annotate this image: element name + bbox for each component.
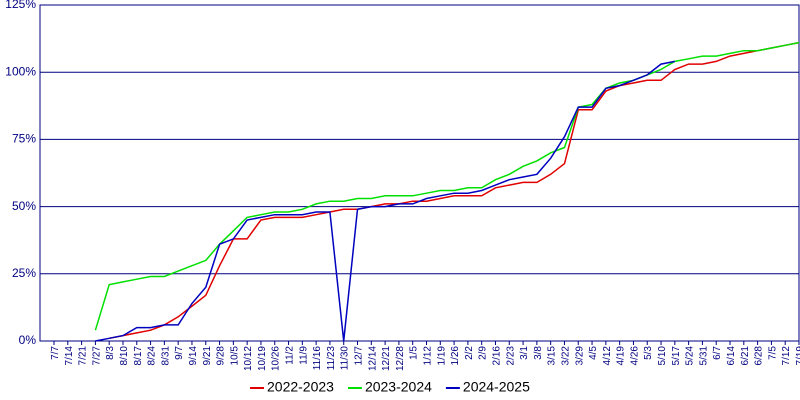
x-tick-label: 6/14	[726, 346, 737, 366]
x-tick-label: 4/5	[588, 346, 599, 360]
x-tick-label: 3/1	[519, 346, 530, 360]
x-tick-label: 1/19	[436, 346, 447, 366]
x-tick-label: 8/10	[119, 346, 130, 366]
x-tick-label: 12/21	[381, 346, 392, 371]
x-tick-label: 8/17	[133, 346, 144, 366]
plot-frame	[39, 4, 800, 342]
x-tick-label: 5/24	[685, 346, 696, 366]
x-tick-label: 3/22	[560, 346, 571, 366]
series-line	[109, 41, 800, 340]
x-tick-label: 6/28	[754, 346, 765, 366]
x-tick-label: 8/24	[147, 346, 158, 366]
x-tick-label: 10/12	[243, 346, 254, 371]
x-tick-label: 5/17	[671, 346, 682, 366]
x-tick-label: 1/12	[423, 346, 434, 366]
x-tick-label: 4/12	[602, 346, 613, 366]
x-tick-label: 3/29	[574, 346, 585, 366]
x-tick-label: 3/15	[547, 346, 558, 366]
x-tick-label: 10/19	[257, 346, 268, 371]
legend-label: 2023-2024	[365, 379, 432, 395]
x-tick-label: 2/23	[505, 346, 516, 366]
x-tick-label: 2/9	[478, 346, 489, 360]
y-tick-label: 50%	[12, 199, 36, 213]
x-tick-label: 5/31	[698, 346, 709, 366]
x-tick-label: 10/5	[229, 346, 240, 366]
y-tick-label: 25%	[12, 266, 36, 280]
x-tick-label: 5/3	[643, 346, 654, 360]
legend-label: 2024-2025	[463, 379, 530, 395]
x-tick-label: 7/12	[781, 346, 792, 366]
x-tick-label: 12/7	[354, 346, 365, 366]
x-tick-label: 11/2	[285, 346, 296, 365]
x-tick-label: 9/14	[188, 346, 199, 366]
x-tick-label: 7/27	[91, 346, 102, 366]
x-tick-label: 1/26	[450, 346, 461, 366]
x-tick-label: 9/21	[202, 346, 213, 366]
x-tick-label: 9/28	[216, 346, 227, 366]
x-tick-label: 8/3	[105, 346, 116, 360]
x-tick-label: 3/8	[533, 346, 544, 360]
x-tick-label: 11/9	[298, 346, 309, 365]
x-tick-label: 7/5	[767, 346, 778, 360]
y-tick-label: 125%	[5, 0, 36, 11]
x-tick-label: 12/14	[367, 346, 378, 371]
series-line	[95, 60, 675, 342]
x-tick-label: 8/31	[160, 346, 171, 366]
legend-label: 2022-2023	[267, 379, 334, 395]
x-tick-label: 4/26	[629, 346, 640, 366]
series-line	[94, 41, 800, 331]
y-tick-label: 100%	[5, 64, 36, 78]
x-tick-label: 4/19	[616, 346, 627, 366]
x-tick-label: 10/26	[271, 346, 282, 371]
x-tick-label: 11/30	[340, 346, 351, 371]
y-tick-label: 0%	[19, 333, 37, 347]
x-tick-label: 7/7	[50, 346, 61, 360]
x-tick-label: 11/23	[326, 346, 337, 371]
x-tick-label: 7/19	[795, 346, 800, 366]
x-tick-label: 6/7	[712, 346, 723, 360]
x-tick-label: 7/21	[78, 346, 89, 366]
x-tick-label: 12/28	[395, 346, 406, 371]
x-tick-label: 11/16	[312, 346, 323, 371]
x-tick-label: 5/10	[657, 346, 668, 366]
x-tick-label: 7/14	[64, 346, 75, 366]
x-tick-label: 1/5	[409, 346, 420, 360]
x-tick-label: 2/2	[464, 346, 475, 360]
y-tick-label: 75%	[12, 132, 36, 146]
x-tick-label: 2/16	[491, 346, 502, 366]
x-tick-label: 6/21	[740, 346, 751, 366]
x-tick-label: 9/7	[174, 346, 185, 360]
